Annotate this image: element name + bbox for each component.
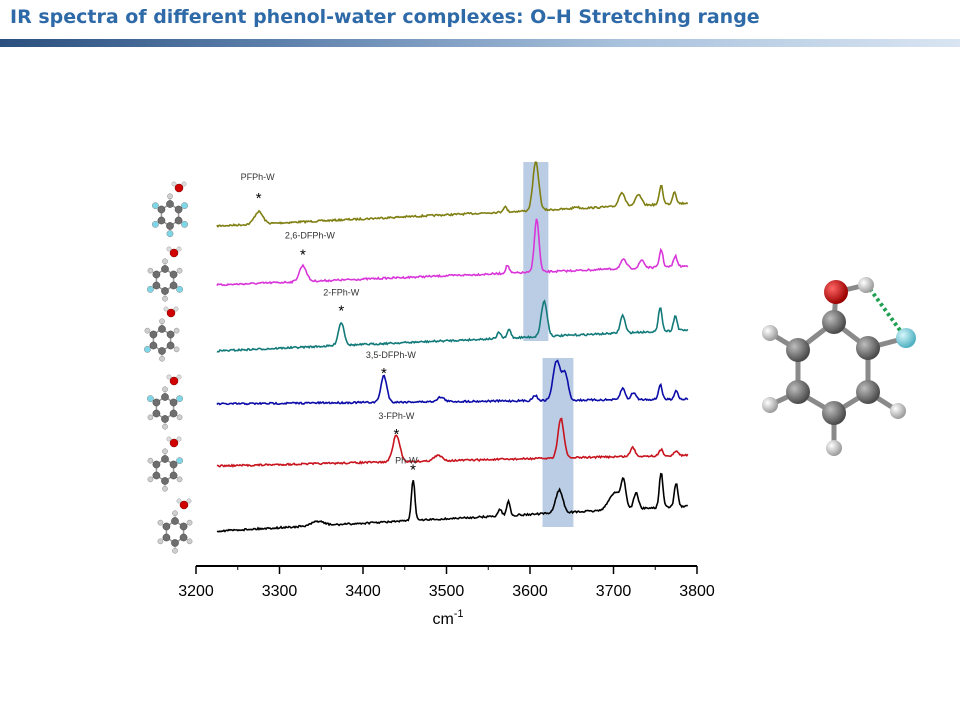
spectrum-line — [216, 417, 689, 468]
peak-marker: * — [338, 302, 344, 319]
x-axis-label-unit: cm — [432, 611, 453, 628]
peak-marker: * — [393, 426, 399, 443]
x-axis-label: cm-1 — [432, 608, 463, 628]
water-oxygen — [174, 183, 184, 193]
carbon-atom — [856, 380, 880, 404]
trace-group: *Ph-W — [216, 456, 688, 533]
hydrogen-atom — [890, 403, 906, 419]
highlight-bands — [523, 162, 574, 527]
peak-marker: * — [381, 365, 387, 382]
series-label: Ph-W — [395, 456, 418, 466]
spectrum-line — [216, 299, 689, 353]
hydrogen-atom — [762, 325, 778, 341]
carbon-atom — [786, 338, 810, 362]
trace-group: * 2,6-DFPh-W — [216, 218, 689, 287]
molecule-thumbnail — [146, 374, 184, 430]
carbon-atom — [822, 310, 846, 334]
hydrogen-bond — [868, 287, 904, 335]
trace-group: * 3,5-DFPh-W — [216, 350, 689, 406]
title-bar — [0, 39, 960, 47]
molecule-thumbnail — [157, 498, 193, 554]
series-label: PFPh-W — [241, 172, 276, 182]
peak-marker: * — [256, 190, 262, 207]
fluorine-atom — [896, 328, 916, 348]
x-tick-label: 3600 — [512, 583, 548, 600]
phenol-fluorine-structure — [762, 277, 916, 456]
trace-group: * 3-FPh-W — [216, 411, 689, 468]
water-oxygen — [169, 438, 179, 448]
x-tick-label: 3300 — [262, 583, 298, 600]
series-label: 2-FPh-W — [323, 287, 360, 297]
hydrogen-atom — [762, 397, 778, 413]
spectrum-line — [216, 359, 689, 406]
x-axis-label-exponent: -1 — [454, 608, 464, 620]
spectrum-line — [216, 161, 689, 229]
hydrogen-atom — [826, 440, 842, 456]
x-tick-label: 3200 — [178, 583, 214, 600]
oxygen-atom — [824, 280, 848, 304]
x-axis-ticks: 3200 3300 3400 3500 3600 3700 3800 — [178, 566, 715, 600]
carbon-atom — [786, 380, 810, 404]
highlight-band — [523, 162, 549, 341]
carbon-atom — [856, 336, 880, 360]
x-tick-label: 3800 — [679, 583, 715, 600]
x-tick-label: 3400 — [345, 583, 381, 600]
carbon-atom — [822, 401, 846, 425]
spectrum-line — [216, 472, 688, 533]
water-oxygen — [166, 308, 176, 318]
trace-group: * PFPh-W — [216, 161, 689, 229]
x-tick-label: 3700 — [596, 583, 632, 600]
series-label: 2,6-DFPh-W — [285, 231, 336, 241]
molecule-thumbnails — [143, 181, 193, 554]
spectra-traces: * PFPh-W * 2,6-DFPh-W * 2-FPh-W * 3,5-DFPh-W * 3-… — [216, 161, 689, 533]
series-label: 3-FPh-W — [378, 411, 415, 421]
molecule-thumbnail — [151, 181, 189, 238]
molecule-thumbnail — [143, 306, 180, 362]
water-oxygen — [169, 248, 179, 258]
spectrum-line — [216, 218, 689, 287]
molecule-thumbnail — [146, 246, 184, 302]
molecule-thumbnail — [147, 436, 184, 492]
series-label: 3,5-DFPh-W — [366, 350, 417, 360]
peak-marker: * — [410, 462, 416, 479]
slide-title: IR spectra of different phenol-water com… — [10, 6, 760, 28]
trace-group: * 2-FPh-W — [216, 287, 689, 353]
x-tick-label: 3500 — [429, 583, 465, 600]
peak-marker: * — [300, 247, 306, 264]
water-oxygen — [169, 376, 179, 386]
hydrogen-atom — [858, 277, 874, 293]
water-oxygen — [179, 500, 189, 510]
x-axis: 3200 3300 3400 3500 3600 3700 3800 cm-1 — [178, 565, 715, 628]
